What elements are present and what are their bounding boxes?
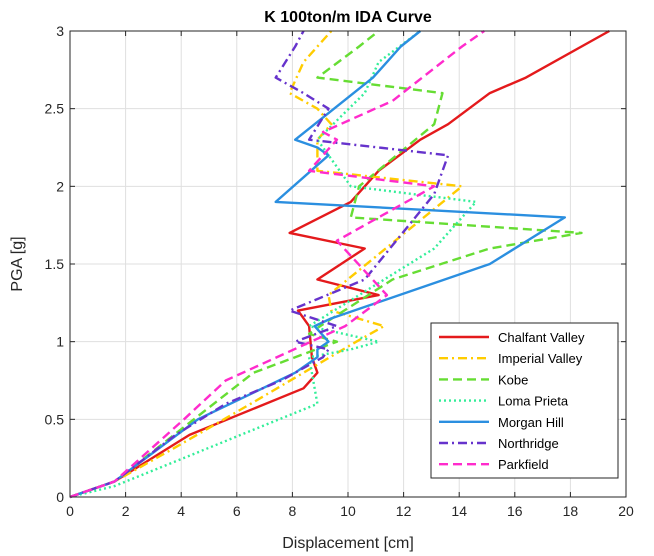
series-line-parkfield [69,30,485,499]
y-tick-label: 1 [56,334,64,350]
x-tick-label: 18 [563,503,579,519]
x-axis-label: Displacement [cm] [282,535,414,552]
x-tick-label: 12 [396,503,412,519]
x-tick-label: 10 [340,503,356,519]
legend: Chalfant Valley Imperial Valley Kobe Loma P… [430,322,619,479]
x-tick-label: 8 [289,503,297,519]
legend-label-kobe: Kobe [498,372,528,387]
series-lines [69,29,610,499]
legend-label-morgan-hill: Morgan Hill [498,415,564,430]
x-tick-label: 6 [233,503,241,519]
legend-label-parkfield: Parkfield [498,457,549,472]
x-tick-label: 16 [507,503,523,519]
y-tick-label: 0.5 [45,411,65,427]
chart-title: K 100ton/m IDA Curve [264,9,432,26]
x-tick-label: 2 [122,503,130,519]
y-tick-label: 3 [56,23,64,39]
legend-box [430,322,619,479]
axis-ticks: 0 2 4 6 8 10 12 14 16 18 20 0 0.5 1 1.5 2 2.5 3 [45,23,634,519]
y-tick-label: 2 [56,178,64,194]
x-tick-label: 14 [451,503,467,519]
x-tick-label: 4 [177,503,185,519]
series-line-chalfant-valley [69,29,610,499]
x-tick-label: 20 [618,503,634,519]
legend-label-loma-prieta: Loma Prieta [498,394,569,409]
series-line-kobe [69,30,583,499]
y-tick-label: 2.5 [45,101,65,117]
legend-label-northridge: Northridge [498,436,559,451]
legend-label-imperial-valley: Imperial Valley [498,351,583,366]
x-tick-label: 0 [66,503,74,519]
legend-label-chalfant-valley: Chalfant Valley [498,330,585,345]
y-tick-label: 0 [56,489,64,505]
y-axis-label: PGA [g] [9,236,26,291]
y-tick-label: 1.5 [45,256,65,272]
